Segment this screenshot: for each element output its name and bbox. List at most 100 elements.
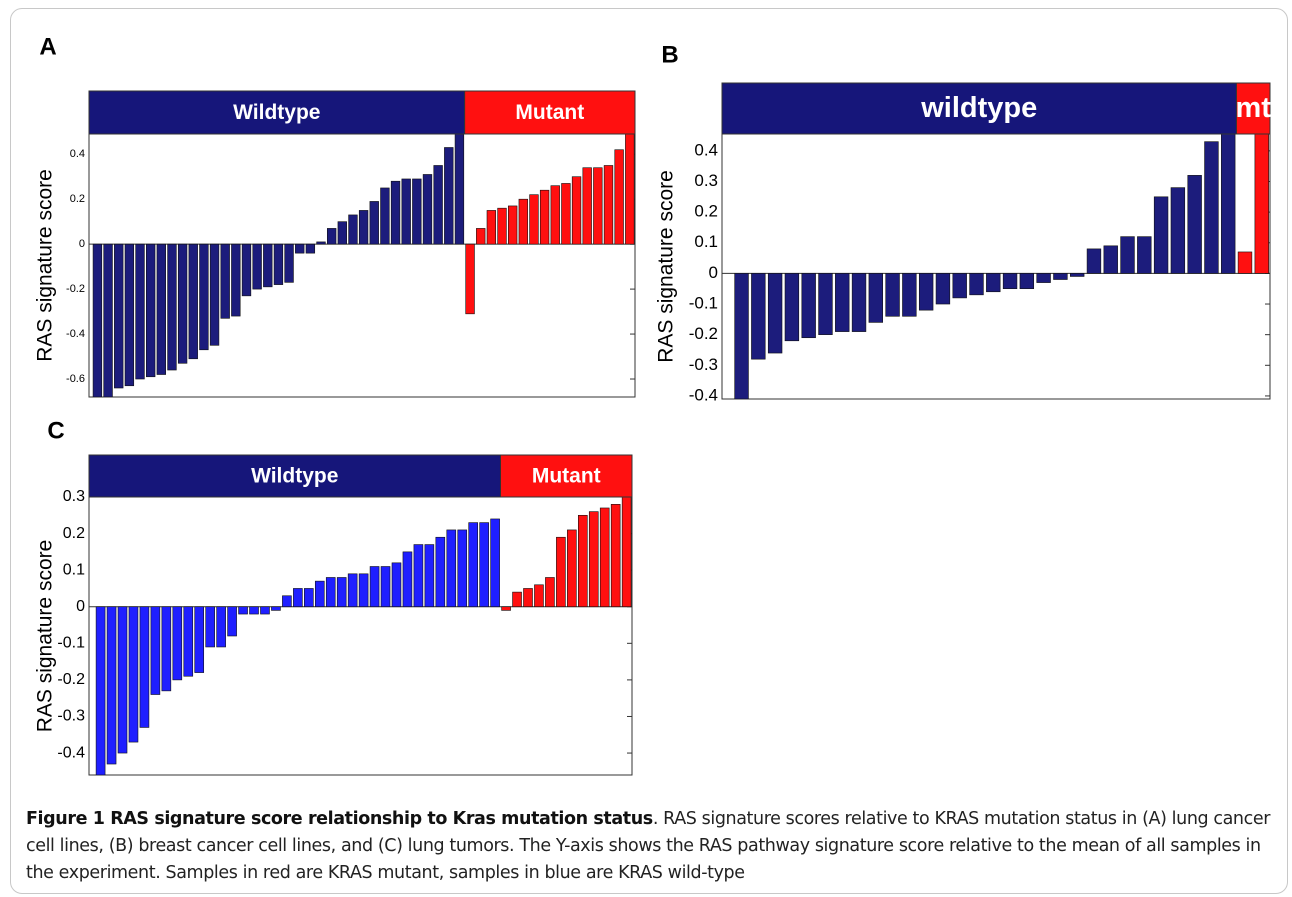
bar [282,595,292,608]
y-tick-label: 0.2 [694,202,718,221]
bar [497,207,507,245]
bar [139,606,150,728]
group-header-label: Mutant [532,465,601,488]
panel-label: A [39,33,56,60]
bar [885,273,900,317]
y-tick-label: -0.2 [57,671,85,688]
y-tick-label: -0.3 [57,708,85,725]
bar [1086,248,1102,274]
y-tick-label: 0.2 [70,193,85,205]
bar [1120,236,1135,274]
bar [358,210,369,245]
bar [1221,134,1236,274]
y-tick-label: -0.2 [66,283,85,295]
bar [402,551,413,608]
bar [501,606,511,611]
bar [156,243,166,375]
bar [413,544,424,608]
bar [227,606,237,637]
bar [603,165,614,245]
bar [935,273,951,305]
caption-title: Figure 1 RAS signature score relationshi… [26,809,653,829]
bars [734,134,1269,399]
bar [199,243,209,351]
group-header-label: Mutant [515,101,584,124]
bar [818,273,833,335]
group-header-label: Wildtype [233,101,320,124]
bar [556,536,566,608]
bar [424,544,435,608]
bar [582,167,592,245]
bar [412,178,422,245]
bar [433,165,443,245]
bar [593,167,603,245]
bars [95,497,632,775]
group-header [499,454,633,498]
bar [304,588,314,608]
bar [588,511,599,608]
bar [446,529,457,608]
bar [241,243,252,297]
bar [263,243,273,288]
bar [249,606,259,615]
bar [529,194,539,245]
bar [851,273,867,332]
bar [103,243,113,397]
bar [1254,134,1269,274]
y-tick-label: -0.1 [57,635,85,652]
bar [571,176,582,245]
group-header [464,90,636,135]
bar [172,606,183,681]
bar [401,178,411,245]
y-tick-label: 0.2 [63,525,85,542]
panel-label: B [661,41,678,68]
bar [194,606,205,673]
y-tick-label: 0.1 [694,232,718,251]
figure: A RAS signature score -0.6 -0.4 -0.2 0 0.2 0.4 W… [34,33,1271,776]
group-header [721,82,1237,135]
y-tick-label: -0.2 [689,324,718,343]
bar [454,134,465,245]
y-tick-label: 0.4 [70,148,85,160]
y-tick-label: 0.4 [694,140,718,159]
bar [567,529,577,608]
bar [380,566,391,608]
bar [117,606,128,754]
y-axis-label: RAS signature score [34,540,57,733]
bar [490,518,500,608]
y-tick-label: 0 [76,598,85,615]
bar [92,243,103,397]
panel-label: C [47,417,64,444]
bar [577,514,588,608]
bar [952,273,967,299]
caption: Figure 1 RAS signature score relationshi… [26,806,1276,887]
bar [337,221,347,245]
bar [422,174,433,245]
bar [231,243,241,317]
bar [986,273,1001,293]
group-header-label: wildtype [920,92,1037,124]
bar [348,214,358,245]
bar [220,243,230,319]
bar [305,243,316,254]
bar [167,243,177,371]
bar [518,198,528,245]
bar [625,134,635,245]
bar [767,273,783,354]
bar [336,577,347,608]
bar [150,606,161,695]
bar [545,577,555,608]
y-axis-label: RAS signature score [655,170,678,363]
bar [1187,175,1202,274]
bar [610,504,621,608]
bar [325,577,336,608]
bar [146,243,156,378]
y-tick-label: -0.6 [66,373,85,385]
bar [614,149,624,245]
group-header-label: mt [1235,92,1271,124]
bar [868,273,883,323]
bar [435,536,446,608]
bar [369,201,379,245]
bar [457,529,468,608]
group-header-label: Wildtype [251,465,338,488]
